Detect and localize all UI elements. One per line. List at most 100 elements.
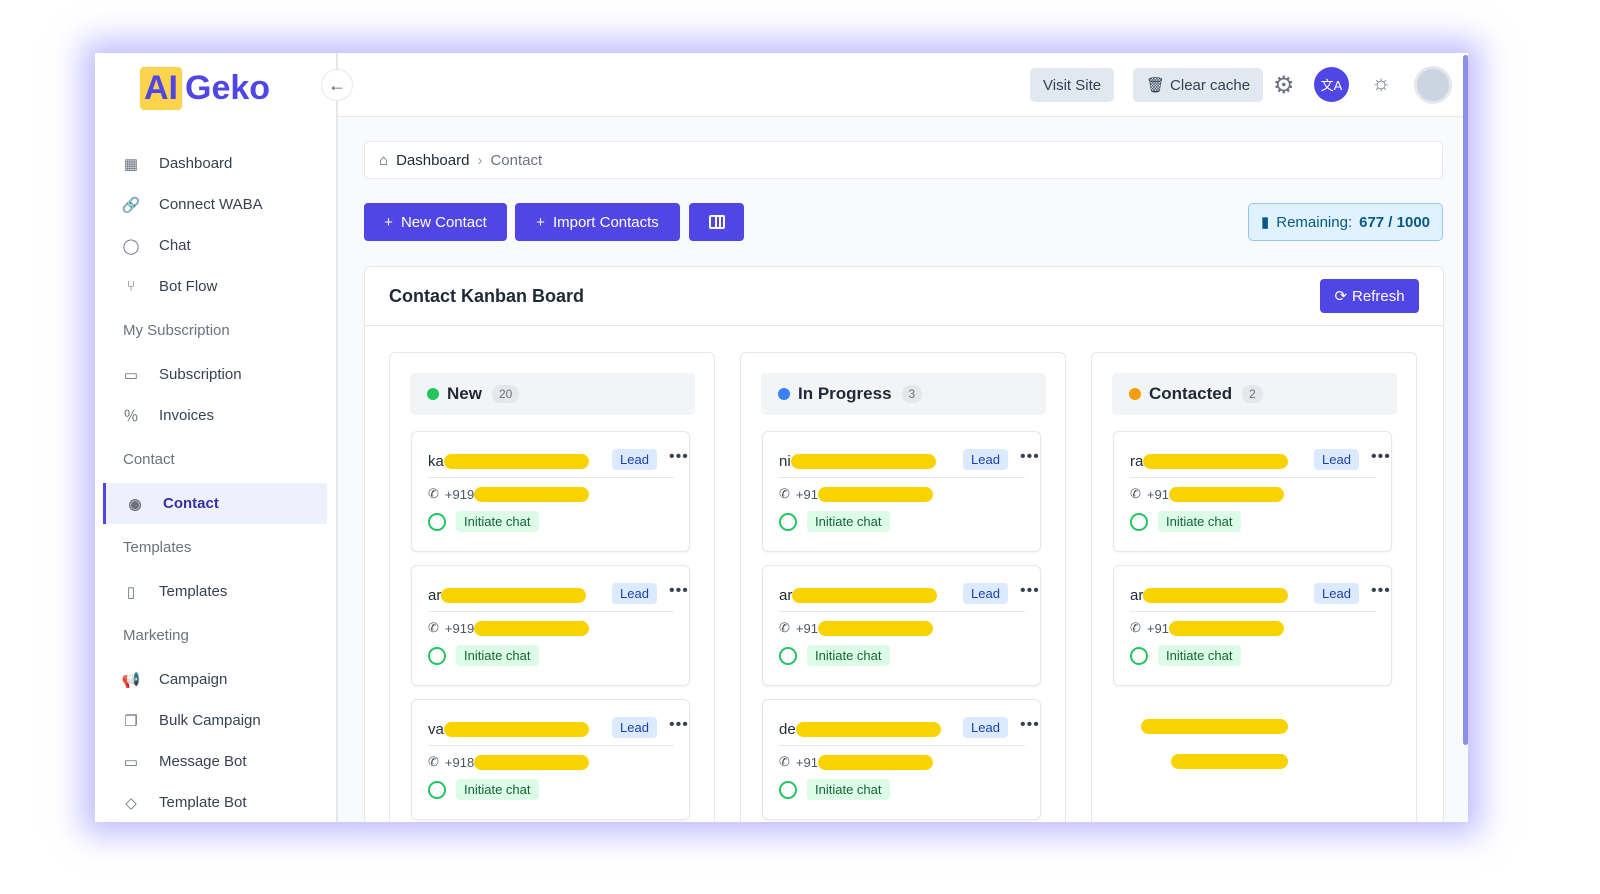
contact-name: ar (428, 587, 442, 604)
sidebar-item-chat[interactable]: ◯ Chat (122, 237, 191, 255)
more-options-icon[interactable]: ••• (669, 716, 689, 733)
sidebar-section-label: Contact (123, 451, 175, 468)
columns-view-button[interactable] (689, 203, 744, 241)
column-header: In Progress 3 (761, 373, 1046, 415)
topbar: Visit Site 🗑 Clear cache ⚙ 文A ☼ (338, 53, 1468, 117)
sidebar-item-connect-waba[interactable]: 🔗 Connect WABA (121, 196, 263, 214)
contact-name: ar (1130, 587, 1144, 604)
column-header: Contacted 2 (1112, 373, 1397, 415)
bulk-campaign-icon: ❐ (124, 712, 138, 730)
whatsapp-icon (428, 646, 446, 665)
count-badge: 2 (1242, 385, 1263, 403)
initiate-chat-button[interactable]: Initiate chat (807, 511, 890, 532)
initiate-chat-button[interactable]: Initiate chat (456, 511, 539, 532)
contact-card[interactable]: de Lead ••• ✆ +91 Initiate chat (762, 699, 1041, 820)
redaction (790, 454, 936, 469)
whatsapp-icon (428, 512, 446, 531)
more-options-icon[interactable]: ••• (669, 582, 689, 599)
visit-site-button[interactable]: Visit Site (1030, 68, 1115, 102)
refresh-icon: ⟳ (1334, 288, 1348, 305)
campaign-icon: 📢 (121, 671, 141, 689)
redaction (443, 454, 589, 469)
sidebar-item-subscription[interactable]: ▭ Subscription (95, 354, 336, 395)
sidebar-item-templates[interactable]: ▯ Templates (95, 571, 336, 612)
whatsapp-icon (779, 512, 797, 531)
contact-card[interactable]: ar Lead ••• ✆ +91 Initiate chat (762, 565, 1041, 686)
clear-cache-button[interactable]: 🗑 Clear cache (1133, 68, 1264, 102)
contact-card[interactable]: va Lead ••• ✆ +918 Initiate chat (411, 699, 690, 820)
sidebar-item-campaign[interactable]: 📢 Campaign (121, 671, 228, 689)
contact-name: ar (779, 587, 793, 604)
redaction (1141, 719, 1288, 734)
lead-badge: Lead (1314, 449, 1359, 470)
initiate-chat-button[interactable]: Initiate chat (807, 645, 890, 666)
new-contact-button[interactable]: + New Contact (364, 203, 507, 241)
initiate-chat-button[interactable]: Initiate chat (456, 645, 539, 666)
contact-card[interactable]: ka Lead ••• ✆ +919 Initiate chat (411, 431, 690, 552)
sidebar-item-template-bot[interactable]: ◇ Template Bot (95, 782, 336, 822)
initiate-chat-button[interactable]: Initiate chat (1158, 645, 1241, 666)
sidebar-item-message-bot[interactable]: ▭ Message Bot (95, 741, 336, 782)
templates-icon: ▯ (126, 583, 136, 601)
sidebar-section-label: My Subscription (123, 322, 230, 339)
count-badge: 3 (901, 385, 923, 403)
avatar[interactable] (1414, 66, 1452, 104)
breadcrumb-dashboard[interactable]: Dashboard (396, 151, 470, 169)
more-options-icon[interactable]: ••• (669, 448, 689, 465)
plus-icon: + (536, 213, 545, 231)
count-badge: 20 (491, 385, 520, 403)
more-options-icon[interactable]: ••• (1020, 448, 1040, 465)
lead-badge: Lead (612, 583, 657, 604)
phone-icon: ✆ (1130, 486, 1141, 501)
import-contacts-button[interactable]: + Import Contacts (515, 203, 680, 241)
status-dot (778, 388, 790, 400)
more-options-icon[interactable]: ••• (1020, 716, 1040, 733)
sidebar-item-bot-flow[interactable]: ⑂ Bot Flow (95, 266, 336, 307)
sidebar-item-dashboard[interactable]: ▦ Dashboard (95, 143, 336, 184)
initiate-chat-button[interactable]: Initiate chat (456, 779, 539, 800)
redaction (817, 486, 933, 502)
lead-badge: Lead (1314, 583, 1359, 604)
message-bot-icon: ▭ (123, 753, 139, 771)
contact-icon: ◉ (128, 495, 142, 513)
remaining-badge: ▮ Remaining: 677 / 1000 (1248, 203, 1443, 241)
refresh-button[interactable]: ⟳ Refresh (1320, 279, 1419, 313)
redaction (792, 588, 938, 603)
redaction (817, 754, 933, 770)
redaction (1168, 486, 1284, 502)
more-options-icon[interactable]: ••• (1371, 582, 1391, 599)
scrollbar[interactable] (1463, 55, 1468, 745)
contact-card[interactable]: ar Lead ••• ✆ +91 Initiate chat (1113, 565, 1392, 686)
bot-flow-icon: ⑂ (126, 278, 136, 295)
redaction (474, 486, 590, 502)
kanban-column-contacted: Contacted 2 ra Lead ••• ✆ +91 Initiate chat… (1091, 352, 1417, 822)
initiate-chat-button[interactable]: Initiate chat (1158, 511, 1241, 532)
app-window: AI Geko ▦ Dashboard 🔗 Connect WABA ◯ Chat ⑂ Bot … (95, 53, 1468, 822)
sun-theme-icon[interactable]: ☼ (1371, 70, 1392, 95)
settings-gear-icon[interactable]: ⚙ (1273, 72, 1295, 99)
initiate-chat-button[interactable]: Initiate chat (807, 779, 890, 800)
more-options-icon[interactable]: ••• (1371, 448, 1391, 465)
column-header: New 20 (410, 373, 695, 415)
breadcrumb-contact: Contact (490, 151, 543, 169)
whatsapp-icon (1130, 646, 1148, 665)
sidebar-item-contact[interactable]: ◉ Contact (103, 483, 327, 524)
collapse-sidebar-button[interactable]: ← (321, 69, 353, 101)
phone-icon: ✆ (428, 486, 439, 501)
chevron-right-icon: › (477, 151, 483, 169)
whatsapp-icon (1130, 512, 1148, 531)
phone-icon: ✆ (1130, 620, 1141, 635)
redaction (441, 588, 587, 603)
redaction (1171, 754, 1288, 769)
plus-icon: + (384, 213, 393, 231)
sidebar-item-invoices[interactable]: ％ Invoices (95, 395, 336, 436)
lead-badge: Lead (612, 717, 657, 738)
more-options-icon[interactable]: ••• (1020, 582, 1040, 599)
phone-icon: ✆ (428, 620, 439, 635)
contact-card[interactable]: ni Lead ••• ✆ +91 Initiate chat (762, 431, 1041, 552)
sidebar-item-bulk-campaign[interactable]: ❐ Bulk Campaign (95, 700, 336, 741)
contact-card[interactable]: ar Lead ••• ✆ +919 Initiate chat (411, 565, 690, 686)
contact-card[interactable]: ra Lead ••• ✆ +91 Initiate chat (1113, 431, 1392, 552)
whatsapp-icon (779, 780, 797, 799)
translate-icon[interactable]: 文A (1314, 67, 1349, 102)
